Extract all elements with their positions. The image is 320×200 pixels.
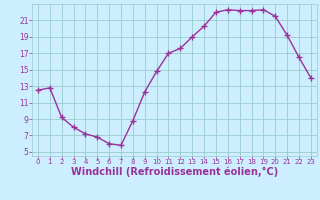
X-axis label: Windchill (Refroidissement éolien,°C): Windchill (Refroidissement éolien,°C) [71, 167, 278, 177]
